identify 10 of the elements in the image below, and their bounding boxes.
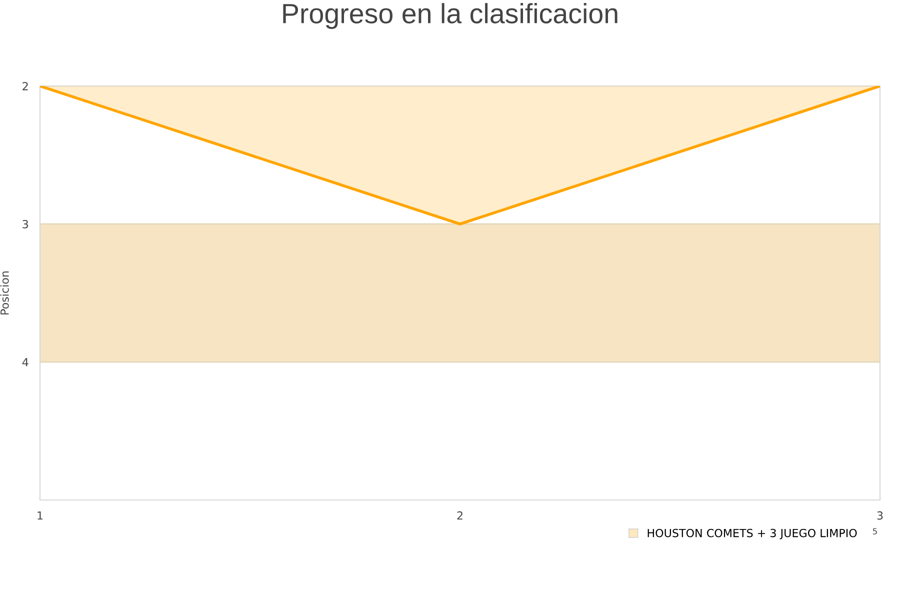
chart-title: Progreso en la clasificacion	[283, 3, 618, 29]
text: 5	[872, 528, 877, 534]
y-axis-title: Posicion	[0, 271, 9, 314]
legend-label: HOUSTON COMETS + 3 JUEGO LIMPIO	[648, 528, 857, 540]
x-tick-label: 3	[877, 511, 883, 520]
x-tick-label: 1	[38, 511, 43, 520]
x-tick-label: 2	[457, 511, 462, 520]
y-tick-label: 2	[22, 82, 28, 90]
y-tick-label: 4	[22, 358, 28, 366]
y-tick-label: 3	[22, 220, 28, 228]
